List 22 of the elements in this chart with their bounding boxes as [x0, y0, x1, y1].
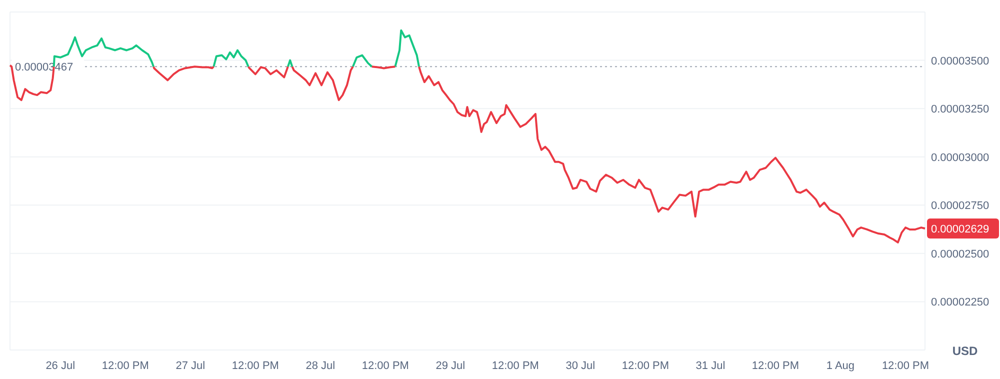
y-axis-title: USD	[952, 344, 978, 358]
x-tick-label: 12:00 PM	[752, 360, 800, 372]
x-tick-label: 30 Jul	[566, 360, 596, 372]
x-tick-label: 1 Aug	[826, 360, 855, 372]
x-tick-label: 12:00 PM	[492, 360, 539, 372]
y-tick-label: 0.00003000	[931, 152, 990, 164]
x-tick-label: 12:00 PM	[362, 360, 409, 372]
y-tick-label: 0.00003500	[931, 55, 990, 68]
x-tick-label: 12:00 PM	[882, 360, 930, 372]
x-tick-label: 29 Jul	[436, 360, 466, 372]
x-tick-label: 31 Jul	[696, 360, 726, 372]
y-tick-label: 0.00002500	[931, 248, 990, 260]
x-tick-label: 12:00 PM	[232, 360, 279, 372]
x-tick-label: 26 Jul	[46, 360, 76, 372]
x-tick-label: 12:00 PM	[102, 360, 149, 372]
annotation: 0.00002629	[931, 224, 990, 236]
y-tick-label: 0.00002250	[931, 296, 990, 309]
y-tick-label: 0.00002750	[931, 200, 990, 212]
x-tick-label: 27 Jul	[176, 360, 206, 372]
x-tick-label: 28 Jul	[306, 360, 336, 372]
x-tick-label: 12:00 PM	[622, 360, 670, 372]
y-tick-label: 0.00003250	[931, 104, 990, 116]
